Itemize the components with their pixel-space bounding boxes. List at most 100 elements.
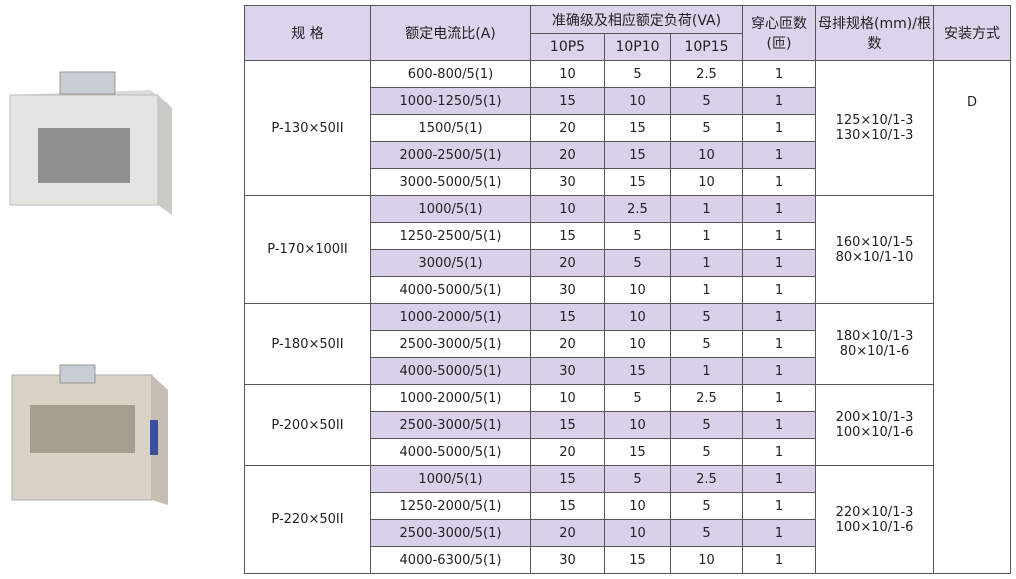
data-cell: 600-800/5(1)	[370, 60, 531, 88]
data-cell: 15	[604, 168, 671, 196]
data-cell: 15	[530, 222, 605, 250]
data-cell: 15	[530, 465, 605, 493]
data-cell: 20	[530, 519, 605, 547]
data-cell: 1	[742, 519, 816, 547]
data-cell: 5	[604, 384, 671, 412]
header-cell: 安装方式	[933, 5, 1011, 61]
data-cell: 5	[670, 330, 743, 358]
data-cell: 4000-5000/5(1)	[370, 276, 531, 304]
data-cell: 1	[742, 546, 816, 574]
data-cell: 1	[742, 357, 816, 385]
data-cell: 10	[530, 60, 605, 88]
busbar-text: 125×10/1-3	[835, 113, 914, 128]
data-cell: 15	[604, 546, 671, 574]
data-cell: 2500-3000/5(1)	[370, 411, 531, 439]
data-cell: 5	[604, 249, 671, 277]
header-cell: 10P15	[670, 33, 743, 61]
data-cell: 1	[742, 222, 816, 250]
data-cell: 4000-5000/5(1)	[370, 357, 531, 385]
data-cell: 15	[604, 114, 671, 142]
data-cell: 5	[670, 87, 743, 115]
data-cell: 5	[604, 60, 671, 88]
busbar-cell: 125×10/1-3 130×10/1-3	[815, 60, 934, 196]
spec-table: 规 格 额定电流比(A) 准确级及相应额定负荷(VA) 穿心匝数(匝) 母排规格…	[244, 5, 1011, 574]
data-cell: 20	[530, 330, 605, 358]
data-cell: 5	[604, 465, 671, 493]
data-cell: 1	[670, 357, 743, 385]
data-cell: 5	[670, 411, 743, 439]
data-cell: 1	[742, 168, 816, 196]
table-row: P-200×50II 1000-2000/5(1) 10 5 2.5 1 200×10/1-…	[244, 384, 1011, 466]
busbar-text: 200×10/1-3	[835, 410, 914, 425]
data-cell: 1	[742, 276, 816, 304]
data-cell: 10	[604, 330, 671, 358]
data-cell: 1	[742, 249, 816, 277]
data-cell: 1250-2000/5(1)	[370, 492, 531, 520]
data-cell: 4000-5000/5(1)	[370, 438, 531, 466]
data-cell: 1	[670, 249, 743, 277]
busbar-cell: 160×10/1-5 80×10/1-10	[815, 195, 934, 304]
data-cell: 3000-5000/5(1)	[370, 168, 531, 196]
data-cell: 10	[604, 303, 671, 331]
product-images	[9, 71, 172, 505]
busbar-text: 80×10/1-6	[839, 344, 910, 359]
data-cell: 1500/5(1)	[370, 114, 531, 142]
busbar-text: 160×10/1-5	[835, 234, 914, 250]
busbar-text: 130×10/1-3	[835, 128, 914, 143]
data-cell: 1000-2000/5(1)	[370, 303, 531, 331]
data-cell: 20	[530, 249, 605, 277]
data-cell: 1000/5(1)	[370, 195, 531, 223]
table-row: 1000-1250/5(1) 15 10 5 1	[245, 87, 1011, 115]
data-cell: 5	[670, 438, 743, 466]
table-row: 4000-5000/5(1) 30 10 1 1	[245, 276, 1011, 304]
install-cell: D	[933, 60, 1011, 574]
data-cell: 1000-1250/5(1)	[370, 87, 531, 115]
data-cell: 2.5	[604, 195, 671, 223]
data-cell: 1	[742, 303, 816, 331]
table-row: 4000-6300/5(1) 30 15 10 1	[245, 546, 1011, 574]
header-cell: 10P10	[604, 33, 671, 61]
table-row: 2500-3000/5(1) 20 10 5 1	[245, 519, 1011, 547]
data-cell: 1	[742, 438, 816, 466]
data-cell: 15	[530, 87, 605, 115]
product-image-2	[11, 364, 168, 505]
data-cell: 30	[530, 546, 605, 574]
header-cell: 穿心匝数(匝)	[742, 5, 816, 61]
spec-cell: P-180×50II	[244, 303, 371, 385]
data-cell: 30	[530, 168, 605, 196]
data-cell: 10	[604, 276, 671, 304]
data-cell: 2.5	[670, 465, 743, 493]
header-cell: 10P5	[530, 33, 605, 61]
data-cell: 20	[530, 438, 605, 466]
data-cell: 1	[742, 60, 816, 88]
data-cell: 5	[670, 492, 743, 520]
data-cell: 1	[742, 411, 816, 439]
data-cell: 15	[530, 411, 605, 439]
data-cell: 1250-2500/5(1)	[370, 222, 531, 250]
data-cell: 4000-6300/5(1)	[370, 546, 531, 574]
data-cell: 2500-3000/5(1)	[370, 519, 531, 547]
data-cell: 1	[742, 195, 816, 223]
data-cell: 2000-2500/5(1)	[370, 141, 531, 169]
table-row: P-130×50II 600-800/5(1) 10 5 2.5 1 125×10/1-3 1…	[244, 60, 1011, 574]
data-cell: 1	[670, 276, 743, 304]
table-row: 1500/5(1) 20 15 5 1	[245, 114, 1011, 142]
data-cell: 15	[604, 141, 671, 169]
data-cell: 10	[670, 168, 743, 196]
data-cell: 5	[604, 222, 671, 250]
busbar-text: 180×10/1-3	[835, 329, 914, 344]
table-row: 1250-2500/5(1) 15 5 1 1	[245, 222, 1011, 250]
data-cell: 1	[670, 222, 743, 250]
busbar-cell: 200×10/1-3 100×10/1-6	[815, 384, 934, 466]
data-cell: 15	[530, 303, 605, 331]
table-row: 2500-3000/5(1) 15 10 5 1	[245, 411, 1011, 439]
data-cell: 2.5	[670, 60, 743, 88]
data-cell: 30	[530, 357, 605, 385]
data-cell: 20	[530, 141, 605, 169]
busbar-text: 80×10/1-10	[835, 249, 914, 265]
header-cell: 母排规格(mm)/根数	[815, 5, 934, 61]
data-cell: 15	[604, 438, 671, 466]
data-cell: 1	[742, 492, 816, 520]
spec-cell: P-170×100II	[244, 195, 371, 304]
